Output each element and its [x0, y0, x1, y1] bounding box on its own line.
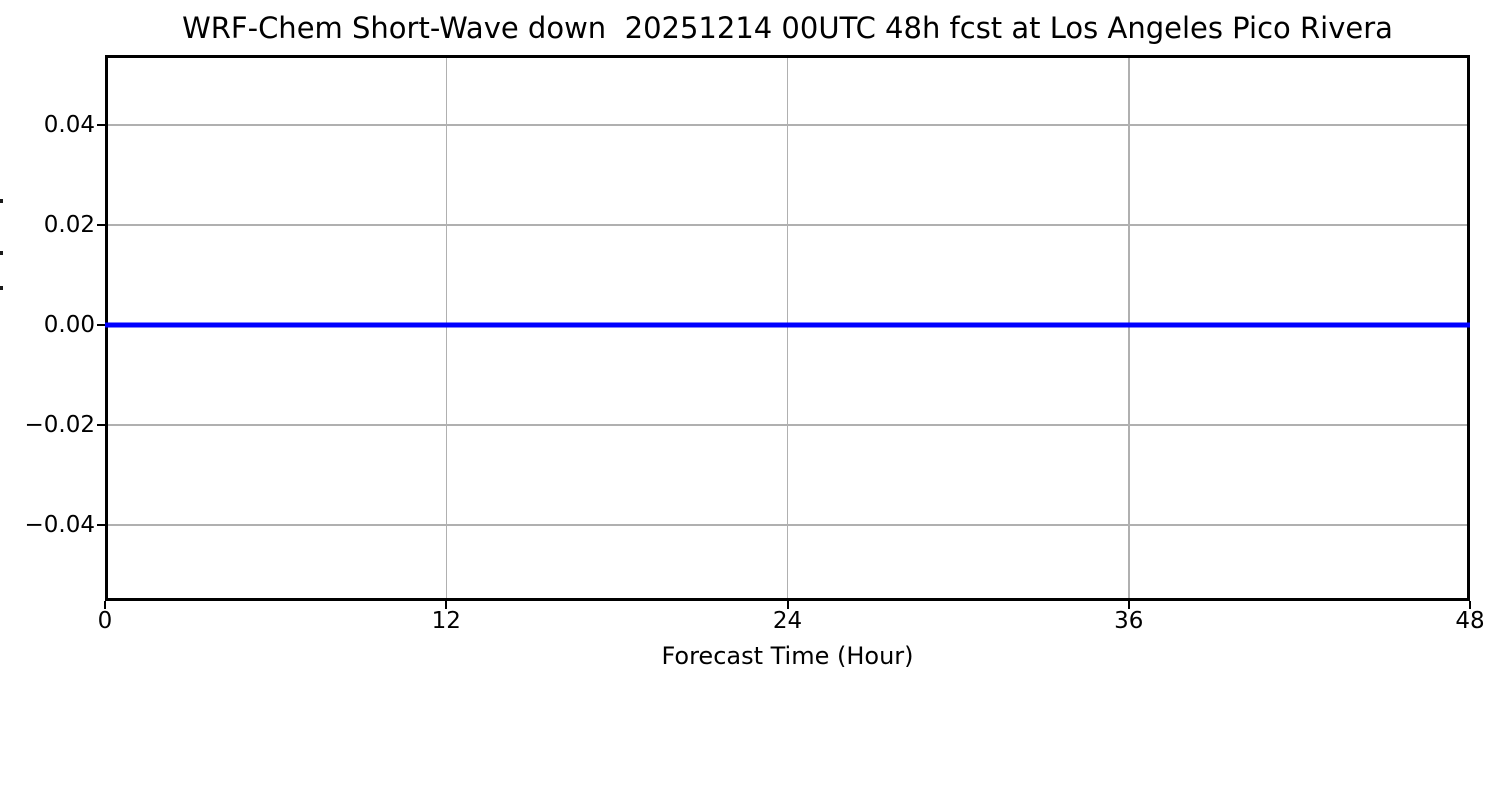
- x-tick-mark: [1127, 601, 1130, 609]
- x-gridline: [445, 55, 447, 601]
- y-tick-mark: [97, 224, 105, 226]
- y-gridline: [105, 124, 1470, 126]
- y-gridline: [105, 424, 1470, 426]
- chart-title: WRF-Chem Short-Wave down 20251214 00UTC …: [182, 11, 1393, 45]
- x-tick-label: 0: [97, 608, 113, 634]
- clipped-y-axis-label-fragment: [0, 199, 3, 203]
- x-tick-mark: [445, 601, 448, 609]
- plot-area: [105, 55, 1470, 601]
- y-gridline: [105, 524, 1470, 526]
- plot-canvas: [105, 322, 1470, 328]
- x-tick-label: 48: [1455, 608, 1485, 634]
- y-tick-mark: [97, 424, 105, 426]
- clipped-y-axis-label-fragment: [0, 251, 3, 255]
- x-axis-label: Forecast Time (Hour): [661, 642, 914, 670]
- x-tick-mark: [1469, 601, 1471, 609]
- y-tick-mark: [97, 324, 105, 326]
- y-tick-mark: [97, 524, 105, 526]
- x-tick-mark: [104, 601, 106, 609]
- x-tick-mark: [786, 601, 789, 609]
- x-gridline: [1128, 55, 1130, 601]
- y-tick-mark: [97, 124, 105, 126]
- x-tick-label: 24: [772, 608, 803, 634]
- x-gridline: [786, 55, 789, 601]
- y-tick-label: 0.04: [43, 112, 95, 138]
- y-tick-label: 0.02: [43, 212, 95, 238]
- y-gridline: [105, 224, 1470, 226]
- x-tick-label: 36: [1114, 608, 1144, 634]
- y-tick-label: 0.00: [43, 312, 95, 338]
- clipped-y-axis-label-fragment: [0, 286, 3, 290]
- y-tick-label: −0.02: [24, 412, 95, 438]
- x-tick-label: 12: [431, 608, 461, 634]
- y-tick-label: −0.04: [24, 512, 95, 538]
